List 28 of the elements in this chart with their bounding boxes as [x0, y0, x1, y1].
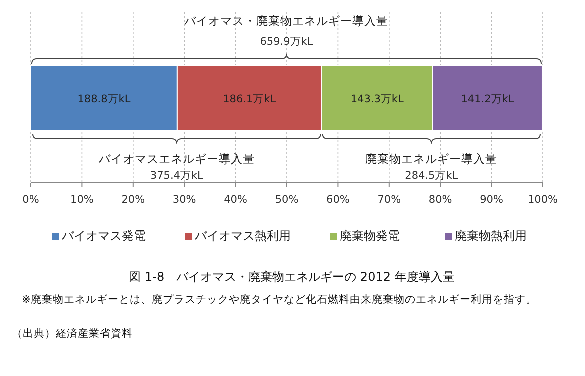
annotation: バイオマス・廃棄物エネルギー導入量: [184, 14, 389, 28]
annotation: 141.2万kL: [461, 94, 514, 106]
x-tick-label: 70%: [378, 194, 402, 206]
x-tick-label: 80%: [428, 194, 452, 206]
annotation: 143.3万kL: [350, 94, 404, 106]
annotation: 284.5万kL: [405, 170, 458, 182]
x-tick-label: 20%: [122, 194, 146, 206]
x-tick-label: 10%: [70, 194, 94, 206]
annotation: 375.4万kL: [150, 170, 204, 182]
legend-label: 廃棄物発電: [340, 229, 400, 243]
annotation: 188.8万kL: [78, 94, 131, 106]
annotation: 186.1万kL: [223, 94, 276, 106]
x-tick-label: 40%: [224, 194, 248, 206]
legend-label: 廃棄物熱利用: [455, 229, 527, 243]
annotation: バイオマスエネルギー導入量: [98, 152, 255, 166]
x-tick-label: 90%: [480, 194, 504, 206]
x-tick-label: 30%: [172, 194, 196, 206]
x-tick-label: 60%: [326, 194, 350, 206]
legend-label: バイオマス発電: [61, 229, 146, 243]
x-tick-label: 100%: [528, 194, 558, 206]
text: 図 1-8 バイオマス・廃棄物エネルギーの 2012 年度導入量: [129, 270, 455, 284]
text: ※廃棄物エネルギーとは、廃プラスチックや廃タイヤなど化石燃料由来廃棄物のエネルギー利用を指す。: [22, 293, 537, 306]
text: （出典）経済産業省資料: [12, 327, 133, 340]
annotation: 659.9万kL: [260, 36, 314, 48]
legend-label: バイオマス熱利用: [194, 229, 291, 243]
x-tick-label: 50%: [275, 194, 299, 206]
x-tick-label: 0%: [22, 194, 40, 206]
annotation: 廃棄物エネルギー導入量: [366, 152, 498, 166]
